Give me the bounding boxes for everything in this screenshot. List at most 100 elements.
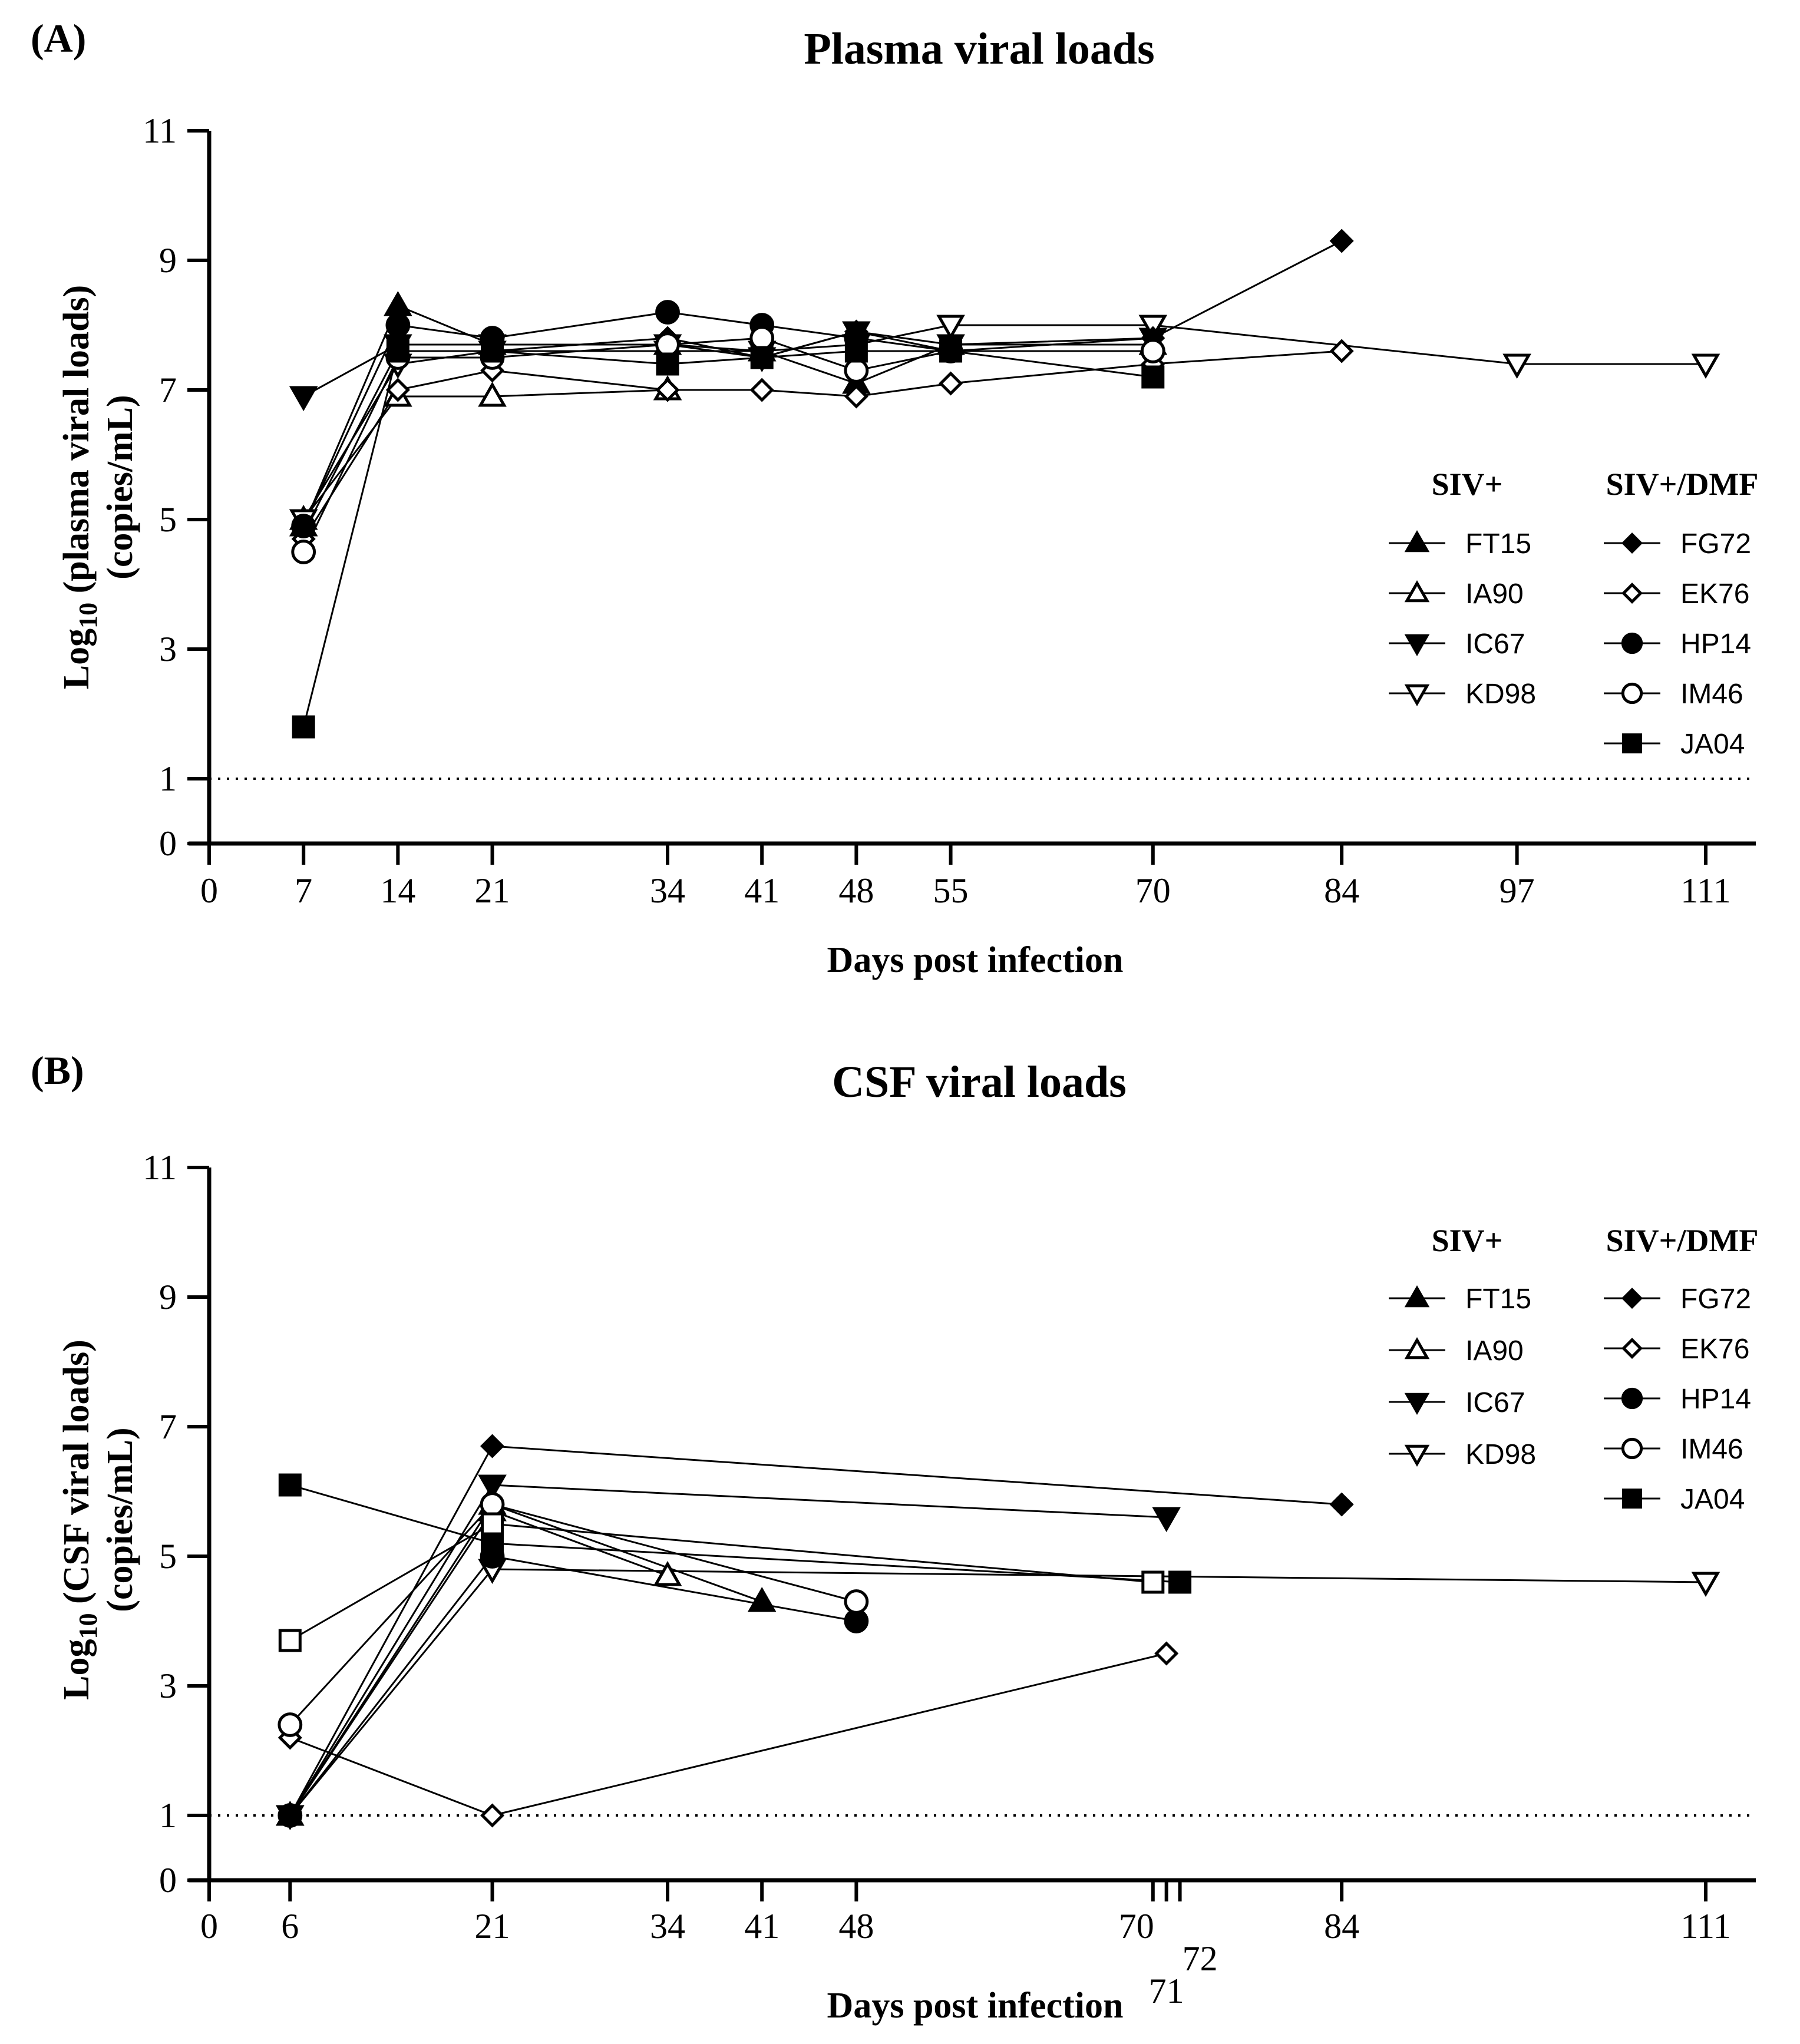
panel-a-point-hp14 — [655, 300, 680, 325]
panel-b-point-ft15 — [747, 1586, 777, 1612]
legend-b-label-ja04: JA04 — [1680, 1484, 1745, 1515]
panel-a-ylabel-line2: (copies/mL) — [100, 395, 140, 579]
legend-a-marker-im46 — [1621, 682, 1643, 705]
panel-b-point-ja04 — [481, 1532, 504, 1555]
panel-a-x-tick-label: 34 — [650, 871, 685, 910]
legend-b-marker-ia90 — [1404, 1337, 1430, 1360]
panel-a-point-ja04 — [939, 339, 963, 363]
legend-a-marker-hp14 — [1621, 632, 1643, 654]
legend-b-marker-fg72 — [1621, 1288, 1643, 1309]
panel-a-ylabel-rest: (plasma viral loads) — [57, 285, 97, 603]
panel-b-x-tick-label: 70 — [1119, 1907, 1154, 1946]
panel-b-point-ia90 — [653, 1560, 682, 1586]
legend-a-label-ia90: IA90 — [1465, 578, 1524, 610]
panel-a-x-axis-title: Days post infection — [827, 940, 1124, 980]
panel-a-y-tick-label: 9 — [159, 241, 177, 280]
panel-a-x-tick-label: 111 — [1680, 871, 1731, 910]
panel-a-x-tick-label: 41 — [744, 871, 780, 910]
svg-text:Log10 (CSF viral loads): Log10 (CSF viral loads) — [57, 1339, 103, 1700]
panel-b-label: (B) — [31, 1048, 84, 1093]
panel-b-y-tick-label: 9 — [159, 1278, 177, 1317]
legend-b-label-ic67: IC67 — [1465, 1387, 1525, 1418]
legend-a-group1-title: SIV+ — [1432, 467, 1503, 502]
panel-a-x-tick-label: 48 — [838, 871, 874, 910]
legend-b-label-ek76: EK76 — [1680, 1334, 1749, 1365]
legend-b-marker-im46 — [1621, 1437, 1643, 1460]
panel-b-series-line-ja04 — [289, 1484, 1180, 1583]
legend-b-group2-title: SIV+/DMF — [1606, 1223, 1759, 1258]
panel-a-series-line-ja04 — [302, 350, 1153, 727]
legend-b-label-kd98: KD98 — [1465, 1439, 1536, 1470]
panel-b-ylabel-rest: (CSF viral loads) — [57, 1339, 97, 1613]
panel-a-point-ja04 — [844, 339, 868, 363]
panel-b-x-tick-label: 0 — [200, 1907, 218, 1946]
panel-a-plot: 0 1 3 5 7 9 11 0 7 14 21 34 41 48 55 70 84 97 111 — [143, 111, 1756, 910]
panel-a-point-ja04 — [750, 346, 774, 369]
panel-a-x-tick-label: 70 — [1135, 871, 1171, 910]
panel-a-y-axis-title: Log10 (plasma viral loads) (copies/mL) — [57, 285, 140, 689]
legend-a-marker-ia90 — [1404, 580, 1430, 603]
panel-a-point-ja04 — [1141, 365, 1165, 389]
panel-a-point-ek76 — [1329, 339, 1354, 363]
legend-b-marker-ft15 — [1404, 1285, 1430, 1308]
panel-b-point-kd98 — [1691, 1572, 1720, 1598]
panel-a-point-hp14 — [291, 514, 316, 538]
panel-a-point-ja04 — [292, 715, 315, 739]
panel-b-x-tick-label: 21 — [475, 1907, 510, 1946]
panel-a-ylabel-prefix: Log — [57, 629, 97, 689]
panel-b-ylabel-line2: (copies/mL) — [100, 1427, 140, 1612]
legend-a-label-hp14: HP14 — [1680, 629, 1751, 660]
legend-a-label-ja04: JA04 — [1680, 729, 1745, 760]
panel-a-x-tick-label: 7 — [295, 871, 312, 910]
panel-a-x-tick-label: 97 — [1500, 871, 1535, 910]
legend-a-marker-ic67 — [1404, 634, 1430, 657]
panel-a-point-im46 — [844, 358, 869, 383]
legend-a-group2-title: SIV+/DMF — [1606, 467, 1759, 502]
panel-a-y-tick-label: 11 — [143, 111, 177, 150]
legend-b-marker-ek76 — [1621, 1338, 1643, 1359]
panel-b-ylabel-sub: 10 — [74, 1613, 103, 1639]
panel-a-point-ja04 — [386, 339, 409, 363]
legend-b-marker-ic67 — [1404, 1393, 1430, 1415]
panel-b-point-ic67 — [1152, 1507, 1181, 1533]
panel-b-point-unlabeled — [1141, 1570, 1165, 1594]
panel-b-point-ek76 — [1154, 1641, 1179, 1666]
panel-a-point-im46 — [655, 332, 680, 357]
panel-b-point-im46 — [844, 1589, 869, 1614]
panel-b-y-tick-label: 1 — [159, 1796, 177, 1835]
panel-b-y-tick-label: 0 — [159, 1861, 177, 1900]
panel-b-legend: SIV+ SIV+/DMF FT15 IA90 IC67 KD98 FG72 EK76 H… — [1389, 1223, 1758, 1515]
legend-a-marker-ft15 — [1404, 530, 1430, 553]
panel-a-series-line-fg72 — [302, 240, 1342, 533]
panel-a-point-ek76 — [749, 378, 774, 402]
panel-b-series-line-ek76 — [289, 1652, 1167, 1817]
panel-b-point-ja04 — [1168, 1570, 1192, 1594]
panel-b-point-fg72 — [480, 1434, 505, 1458]
legend-a-label-ek76: EK76 — [1680, 578, 1749, 610]
panel-b-x-tick-label: 41 — [744, 1907, 780, 1946]
panel-b-y-tick-label: 3 — [159, 1666, 177, 1705]
panel-b-x-tick-label: 72 — [1183, 1939, 1218, 1978]
panel-b-point-unlabeled — [278, 1629, 302, 1652]
panel-a-series-line-hp14 — [302, 311, 1153, 527]
panel-b-series-line-ic67 — [289, 1484, 1167, 1816]
legend-b-marker-ja04 — [1622, 1489, 1642, 1509]
panel-a-y-tick-label: 0 — [159, 824, 177, 863]
panel-a-x-tick-label: 84 — [1324, 871, 1359, 910]
legend-b-group1-title: SIV+ — [1432, 1223, 1503, 1258]
panel-b-series-line-ft15 — [289, 1503, 762, 1816]
panel-b-point-im46 — [480, 1492, 505, 1517]
panel-b-y-tick-label: 11 — [143, 1148, 177, 1187]
legend-b-label-ft15: FT15 — [1465, 1284, 1531, 1315]
legend-a-marker-ek76 — [1621, 583, 1643, 604]
panel-a-y-tick-label: 7 — [159, 371, 177, 409]
panel-a-point-kd98 — [1502, 353, 1531, 379]
panel-a-y-tick-label: 3 — [159, 630, 177, 669]
panel-a-point-ja04 — [481, 339, 504, 363]
panel-b-x-tick-label: 84 — [1324, 1907, 1359, 1946]
panel-a-x-tick-label: 21 — [475, 871, 510, 910]
panel-b-x-tick-label: 71 — [1149, 1972, 1184, 2010]
panel-a-point-ft15 — [384, 290, 412, 316]
legend-a-marker-ja04 — [1622, 733, 1642, 753]
